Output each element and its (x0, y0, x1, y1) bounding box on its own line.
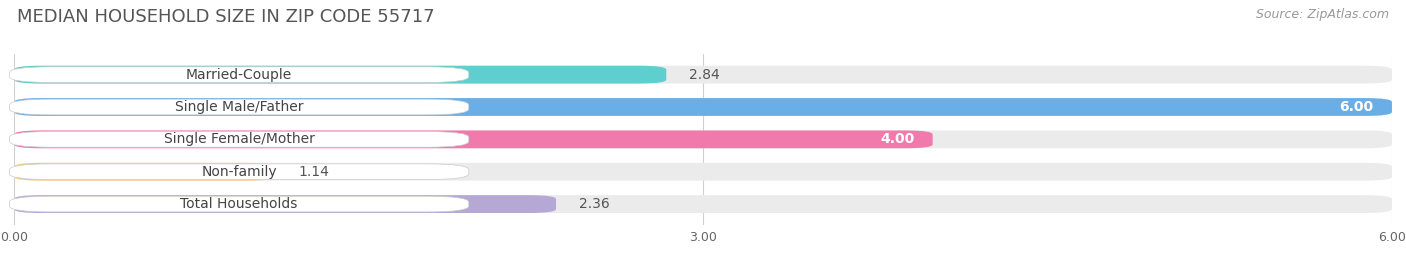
FancyBboxPatch shape (10, 164, 468, 180)
FancyBboxPatch shape (10, 67, 468, 83)
Text: 4.00: 4.00 (880, 132, 914, 146)
Text: 2.84: 2.84 (689, 68, 720, 82)
Text: Single Female/Mother: Single Female/Mother (163, 132, 315, 146)
FancyBboxPatch shape (10, 99, 468, 115)
FancyBboxPatch shape (14, 195, 555, 213)
FancyBboxPatch shape (14, 66, 666, 84)
Text: MEDIAN HOUSEHOLD SIZE IN ZIP CODE 55717: MEDIAN HOUSEHOLD SIZE IN ZIP CODE 55717 (17, 8, 434, 26)
FancyBboxPatch shape (14, 131, 932, 148)
FancyBboxPatch shape (14, 131, 1392, 148)
FancyBboxPatch shape (10, 196, 468, 212)
Text: 6.00: 6.00 (1340, 100, 1374, 114)
Text: 2.36: 2.36 (579, 197, 610, 211)
Text: Single Male/Father: Single Male/Father (174, 100, 304, 114)
FancyBboxPatch shape (10, 132, 468, 147)
Text: Non-family: Non-family (201, 165, 277, 179)
FancyBboxPatch shape (14, 98, 1392, 116)
FancyBboxPatch shape (14, 98, 1392, 116)
FancyBboxPatch shape (14, 163, 276, 181)
FancyBboxPatch shape (14, 66, 1392, 84)
Text: Total Households: Total Households (180, 197, 298, 211)
Text: Married-Couple: Married-Couple (186, 68, 292, 82)
Text: 1.14: 1.14 (299, 165, 329, 179)
FancyBboxPatch shape (14, 195, 1392, 213)
FancyBboxPatch shape (14, 163, 1392, 181)
Text: Source: ZipAtlas.com: Source: ZipAtlas.com (1256, 8, 1389, 21)
